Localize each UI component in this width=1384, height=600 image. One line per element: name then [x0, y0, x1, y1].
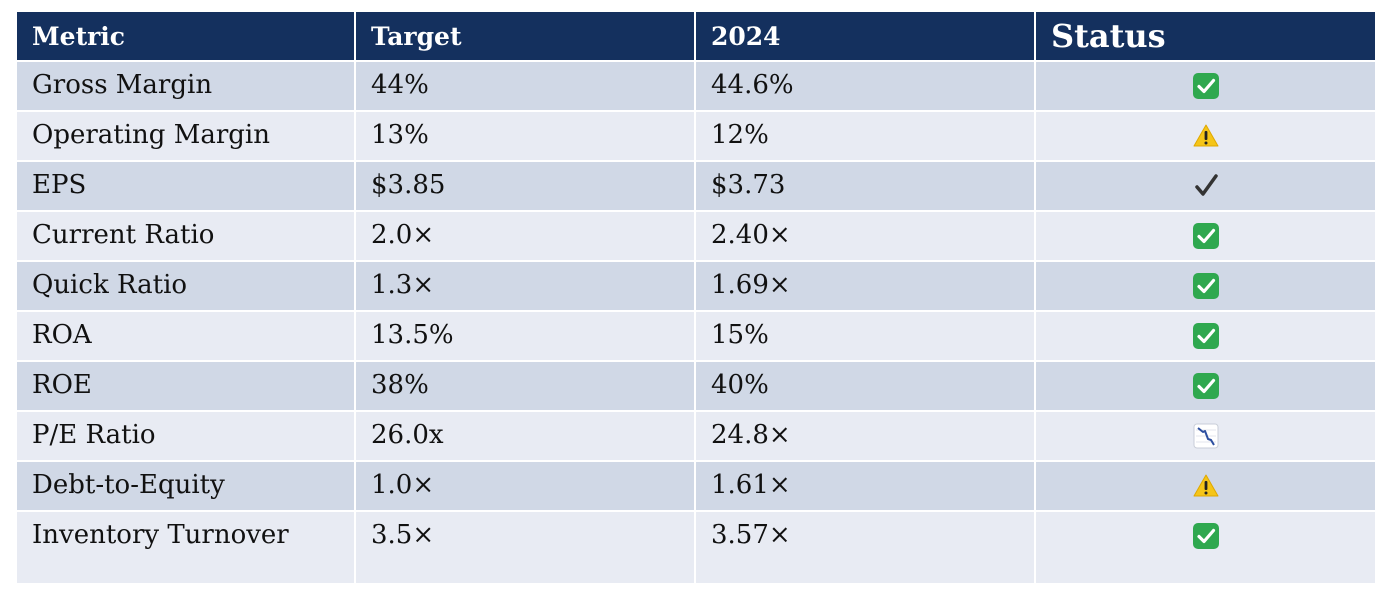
table-row: Debt-to-Equity 1.0× 1.61×	[17, 462, 1375, 510]
status-cell	[1036, 212, 1375, 260]
table-header-row: Metric Target 2024 Status	[17, 12, 1375, 60]
table-row: EPS $3.85 $3.73	[17, 162, 1375, 210]
green-check-icon	[1192, 272, 1220, 300]
target-cell: 1.3×	[356, 262, 694, 310]
warning-icon	[1192, 122, 1220, 150]
actual-cell: 2.40×	[696, 212, 1034, 260]
actual-cell: 3.57×	[696, 512, 1034, 583]
metrics-table: Metric Target 2024 Status Gross Margin 4…	[17, 12, 1375, 583]
table-row: P/E Ratio 26.0x 24.8×	[17, 412, 1375, 460]
header-metric: Metric	[17, 12, 354, 60]
actual-cell: 44.6%	[696, 62, 1034, 110]
actual-cell: 40%	[696, 362, 1034, 410]
metric-cell: Quick Ratio	[17, 262, 354, 310]
green-check-icon	[1192, 522, 1220, 550]
warning-icon	[1192, 472, 1220, 500]
status-cell	[1036, 412, 1375, 460]
status-cell	[1036, 62, 1375, 110]
metric-cell: Gross Margin	[17, 62, 354, 110]
metric-cell: ROE	[17, 362, 354, 410]
metric-cell: Operating Margin	[17, 112, 354, 160]
actual-cell: 1.69×	[696, 262, 1034, 310]
table-row: Current Ratio 2.0× 2.40×	[17, 212, 1375, 260]
chart-decreasing-icon	[1192, 422, 1220, 450]
header-year: 2024	[696, 12, 1034, 60]
metric-cell: P/E Ratio	[17, 412, 354, 460]
table-row: Gross Margin 44% 44.6%	[17, 62, 1375, 110]
status-cell	[1036, 362, 1375, 410]
actual-cell: 1.61×	[696, 462, 1034, 510]
status-cell	[1036, 462, 1375, 510]
status-cell	[1036, 512, 1375, 583]
metric-cell: Inventory Turnover	[17, 512, 354, 583]
status-cell	[1036, 112, 1375, 160]
header-target: Target	[356, 12, 694, 60]
checkmark-icon	[1192, 172, 1220, 200]
target-cell: 2.0×	[356, 212, 694, 260]
target-cell: 13.5%	[356, 312, 694, 360]
table-row: Quick Ratio 1.3× 1.69×	[17, 262, 1375, 310]
actual-cell: 15%	[696, 312, 1034, 360]
target-cell: 1.0×	[356, 462, 694, 510]
header-status: Status	[1036, 12, 1375, 60]
target-cell: 44%	[356, 62, 694, 110]
table-row: Inventory Turnover 3.5× 3.57×	[17, 512, 1375, 583]
table-row: ROA 13.5% 15%	[17, 312, 1375, 360]
actual-cell: $3.73	[696, 162, 1034, 210]
metric-cell: Current Ratio	[17, 212, 354, 260]
green-check-icon	[1192, 322, 1220, 350]
actual-cell: 12%	[696, 112, 1034, 160]
table-row: ROE 38% 40%	[17, 362, 1375, 410]
target-cell: 13%	[356, 112, 694, 160]
metric-cell: ROA	[17, 312, 354, 360]
target-cell: 3.5×	[356, 512, 694, 583]
metric-cell: Debt-to-Equity	[17, 462, 354, 510]
status-cell	[1036, 312, 1375, 360]
target-cell: 26.0x	[356, 412, 694, 460]
status-cell	[1036, 262, 1375, 310]
green-check-icon	[1192, 72, 1220, 100]
table-row: Operating Margin 13% 12%	[17, 112, 1375, 160]
actual-cell: 24.8×	[696, 412, 1034, 460]
green-check-icon	[1192, 222, 1220, 250]
status-cell	[1036, 162, 1375, 210]
target-cell: $3.85	[356, 162, 694, 210]
target-cell: 38%	[356, 362, 694, 410]
metric-cell: EPS	[17, 162, 354, 210]
green-check-icon	[1192, 372, 1220, 400]
